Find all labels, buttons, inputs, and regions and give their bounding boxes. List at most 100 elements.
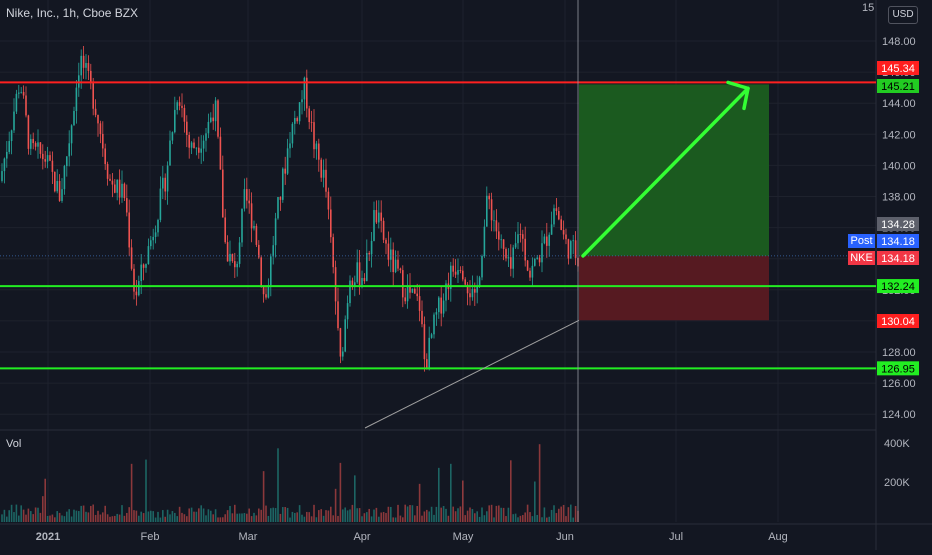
volume-bar: [337, 515, 339, 522]
volume-bar: [3, 509, 6, 522]
volume-bar: [505, 516, 507, 522]
volume-bar: [375, 507, 378, 522]
candle-up: [536, 257, 538, 259]
candle-up: [550, 224, 553, 235]
candle-up: [70, 125, 73, 144]
volume-bar: [382, 511, 385, 522]
volume-bar: [474, 513, 476, 522]
candle-up: [145, 264, 147, 268]
volume-bar: [145, 459, 147, 522]
volume-bar: [162, 510, 164, 522]
trend-line: [364, 319, 580, 429]
volume-bar: [46, 515, 49, 522]
currency-selector[interactable]: USD: [888, 6, 918, 24]
candle-down: [188, 134, 190, 148]
candle-down: [306, 77, 308, 109]
x-tick-label: Aug: [768, 531, 788, 543]
candle-up: [450, 265, 452, 289]
volume-bar: [236, 513, 238, 522]
candle-up: [517, 234, 519, 244]
volume-bar: [116, 513, 118, 522]
candle-up: [298, 102, 301, 122]
volume-bar: [186, 516, 188, 522]
volume-bar: [426, 509, 428, 522]
candle-down: [368, 252, 370, 255]
volume-bar: [195, 511, 198, 522]
candle-down: [466, 284, 469, 294]
volume-bar: [303, 516, 306, 522]
volume-bar: [171, 511, 174, 522]
volume-bar: [92, 504, 94, 522]
y-tick-label: 142.00: [882, 129, 916, 141]
candle-up: [286, 148, 289, 174]
candle-down: [118, 179, 121, 198]
candle-down: [351, 280, 354, 287]
candle-down: [524, 238, 526, 261]
volume-bar: [44, 478, 46, 522]
volume-bar: [490, 504, 493, 522]
volume-bar: [450, 463, 452, 522]
candle-down: [260, 257, 262, 287]
candle-down: [128, 212, 130, 248]
candle-up: [85, 63, 87, 68]
volume-bar: [138, 515, 140, 522]
candle-up: [270, 256, 272, 286]
volume-bar: [339, 462, 342, 522]
candle-down: [382, 220, 385, 240]
candle-up: [572, 240, 574, 242]
volume-bar: [346, 510, 349, 522]
volume-bar: [500, 507, 502, 522]
volume-bar: [560, 506, 562, 522]
volume-bar: [200, 505, 202, 522]
volume-bar: [536, 514, 538, 522]
candle-down: [133, 268, 135, 292]
candle-up: [471, 289, 474, 298]
volume-bar: [104, 505, 106, 522]
volume-bar: [241, 513, 243, 522]
volume-bar: [70, 516, 73, 522]
candle-down: [375, 210, 378, 223]
volume-bar: [418, 483, 421, 522]
volume-bar: [344, 507, 346, 522]
candle-down: [558, 211, 560, 220]
volume-bar: [289, 517, 291, 522]
volume-label: Vol: [6, 438, 22, 450]
volume-bar: [272, 507, 274, 522]
volume-bar: [555, 513, 558, 522]
candle-down: [111, 180, 114, 185]
volume-bar: [514, 513, 517, 522]
volume-bar: [224, 514, 226, 522]
candle-up: [121, 183, 123, 198]
volume-bar: [188, 508, 190, 522]
volume-bar: [416, 505, 418, 522]
candle-down: [318, 143, 320, 160]
volume-bar: [68, 509, 70, 522]
volume-bar: [102, 512, 104, 522]
candle-down: [22, 91, 25, 96]
x-tick-label: Jun: [556, 531, 574, 543]
volume-bar: [279, 513, 282, 522]
candle-down: [44, 159, 46, 162]
candle-down: [555, 208, 558, 212]
volume-bar: [229, 505, 231, 522]
volume-bar: [301, 514, 303, 522]
candle-down: [51, 160, 54, 172]
volume-bar: [6, 516, 8, 522]
candle-down: [186, 121, 188, 135]
candle-down: [332, 237, 334, 268]
volume-bar: [174, 512, 176, 522]
volume-bar: [27, 508, 30, 522]
volume-bar: [202, 508, 205, 522]
x-tick-label: Apr: [353, 531, 370, 543]
volume-bar: [411, 505, 414, 522]
candle-up: [500, 239, 502, 241]
candle-up: [241, 208, 243, 243]
candle-down: [502, 239, 505, 249]
post-badge: Post: [848, 234, 875, 248]
volume-bar: [459, 506, 462, 522]
candle-up: [553, 208, 555, 225]
candle-down: [399, 268, 402, 271]
volume-bar: [8, 510, 10, 522]
